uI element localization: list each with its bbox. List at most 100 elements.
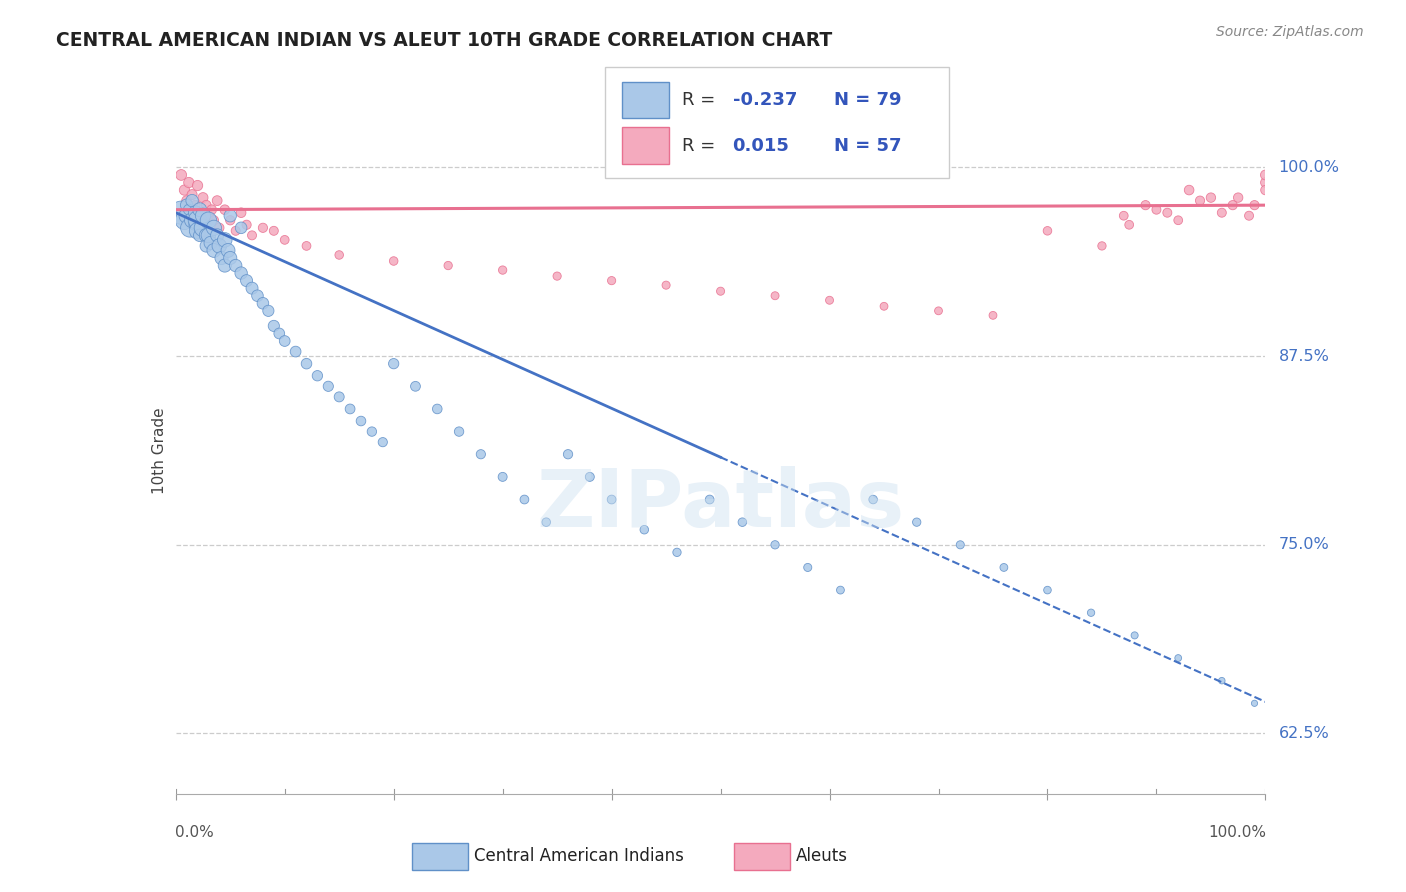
Point (202, 244, 225, 258)
Point (1243, 696, 1265, 710)
Point (1112, 209, 1135, 223)
Point (710, 284, 733, 298)
Text: 87.5%: 87.5% (1278, 349, 1329, 364)
Point (492, 470, 515, 484)
Point (328, 248, 350, 262)
Point (830, 583, 852, 598)
Point (202, 213, 225, 227)
Point (1091, 239, 1114, 253)
Text: 62.5%: 62.5% (1278, 726, 1329, 741)
Point (231, 205, 253, 219)
Text: 100.0%: 100.0% (1209, 825, 1267, 839)
Point (263, 224, 285, 238)
FancyBboxPatch shape (734, 844, 790, 871)
Point (1211, 673, 1233, 688)
Point (205, 194, 228, 208)
Point (513, 492, 536, 507)
Point (200, 235, 222, 250)
Point (176, 198, 198, 212)
Point (186, 213, 209, 227)
Point (295, 239, 318, 253)
Point (1167, 651, 1189, 665)
Text: 100.0%: 100.0% (1278, 160, 1340, 175)
Text: 0.015: 0.015 (733, 136, 789, 154)
Point (981, 309, 1004, 323)
Point (862, 492, 884, 507)
Text: ZIPatlas: ZIPatlas (537, 467, 904, 544)
Point (699, 492, 721, 507)
Point (274, 334, 297, 348)
Point (179, 220, 201, 235)
Point (191, 209, 214, 223)
Point (382, 357, 405, 371)
Point (197, 213, 219, 227)
Point (225, 224, 247, 238)
Point (252, 220, 274, 235)
Point (1144, 202, 1167, 217)
Point (1189, 194, 1212, 208)
Point (382, 254, 405, 268)
Point (546, 269, 568, 284)
Point (225, 259, 247, 273)
Point (202, 220, 225, 235)
Point (1199, 191, 1222, 205)
Text: 0.0%: 0.0% (174, 825, 214, 839)
Text: Source: ZipAtlas.com: Source: ZipAtlas.com (1216, 25, 1364, 39)
Point (818, 293, 841, 308)
Point (1036, 583, 1059, 598)
Point (470, 447, 492, 461)
Point (195, 198, 218, 212)
Point (235, 274, 257, 288)
Point (350, 414, 373, 428)
Point (993, 560, 1015, 574)
Point (763, 289, 786, 303)
Point (371, 435, 394, 450)
Point (252, 296, 274, 310)
Point (666, 545, 689, 559)
Point (208, 220, 231, 235)
Point (534, 515, 557, 529)
Point (1211, 205, 1233, 219)
Point (191, 191, 214, 205)
Point (1254, 168, 1277, 182)
Point (1254, 176, 1277, 190)
Point (1123, 628, 1146, 642)
Point (235, 218, 257, 232)
Point (195, 228, 218, 243)
Point (184, 198, 207, 212)
Point (928, 303, 950, 318)
Point (186, 178, 209, 193)
Point (274, 233, 297, 247)
Text: 75.0%: 75.0% (1278, 537, 1329, 552)
Point (240, 228, 263, 243)
Y-axis label: 10th Grade: 10th Grade (152, 407, 167, 494)
Point (949, 538, 972, 552)
Point (188, 205, 211, 219)
Point (269, 326, 291, 341)
FancyBboxPatch shape (621, 128, 669, 164)
Point (284, 344, 307, 359)
Point (557, 447, 579, 461)
Text: R =: R = (682, 91, 721, 109)
Point (263, 318, 285, 333)
Point (188, 228, 211, 243)
Point (219, 209, 242, 223)
Point (318, 379, 340, 393)
Point (219, 251, 242, 265)
Point (405, 379, 427, 393)
Text: R =: R = (682, 136, 721, 154)
Point (1237, 209, 1260, 223)
Point (211, 251, 233, 265)
Point (173, 183, 195, 197)
Point (1254, 183, 1277, 197)
Point (240, 281, 263, 295)
Point (307, 368, 329, 383)
Point (214, 202, 236, 217)
Point (426, 401, 449, 416)
Point (176, 194, 198, 208)
Point (197, 209, 219, 223)
Point (183, 218, 205, 232)
Point (197, 228, 219, 243)
Point (1080, 606, 1102, 620)
Text: Central American Indians: Central American Indians (474, 847, 683, 865)
